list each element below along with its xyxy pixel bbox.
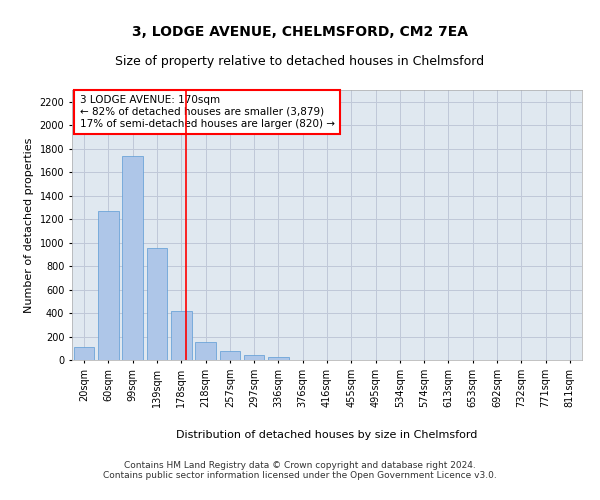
Text: 3, LODGE AVENUE, CHELMSFORD, CM2 7EA: 3, LODGE AVENUE, CHELMSFORD, CM2 7EA xyxy=(132,25,468,39)
Text: Distribution of detached houses by size in Chelmsford: Distribution of detached houses by size … xyxy=(176,430,478,440)
Bar xyxy=(268,357,289,360)
Bar xyxy=(244,354,265,360)
Y-axis label: Number of detached properties: Number of detached properties xyxy=(24,138,34,312)
Text: 3 LODGE AVENUE: 170sqm
← 82% of detached houses are smaller (3,879)
17% of semi-: 3 LODGE AVENUE: 170sqm ← 82% of detached… xyxy=(80,96,335,128)
Bar xyxy=(98,211,119,360)
Bar xyxy=(146,248,167,360)
Text: Size of property relative to detached houses in Chelmsford: Size of property relative to detached ho… xyxy=(115,55,485,68)
Bar xyxy=(171,312,191,360)
Text: Contains HM Land Registry data © Crown copyright and database right 2024.
Contai: Contains HM Land Registry data © Crown c… xyxy=(103,460,497,480)
Bar xyxy=(122,156,143,360)
Bar xyxy=(74,347,94,360)
Bar xyxy=(195,342,216,360)
Bar xyxy=(220,351,240,360)
